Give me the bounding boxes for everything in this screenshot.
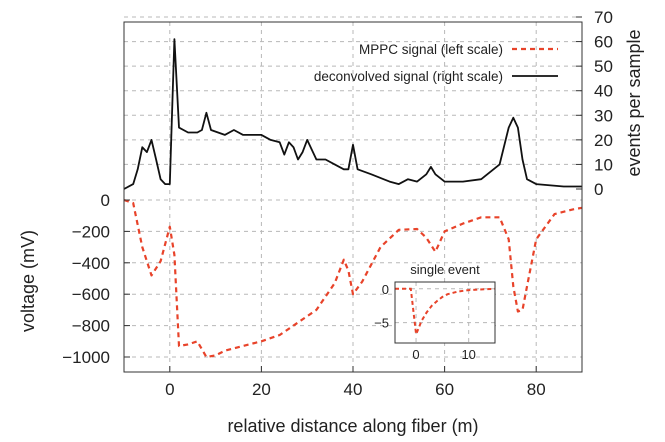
y-tick-label-right: 60 bbox=[594, 33, 613, 52]
inset-title: single event bbox=[410, 262, 480, 277]
y-axis-label-left: voltage (mV) bbox=[18, 230, 38, 332]
inset-y-tick-label: −5 bbox=[374, 316, 389, 331]
x-tick-label: 0 bbox=[165, 380, 174, 399]
y-tick-label-left: −400 bbox=[72, 254, 110, 273]
x-tick-label: 40 bbox=[344, 380, 363, 399]
y-tick-label-right: 50 bbox=[594, 57, 613, 76]
series-line-mppc bbox=[123, 198, 583, 359]
y-tick-label-left: 0 bbox=[101, 191, 110, 210]
y-tick-label-right: 10 bbox=[594, 155, 613, 174]
inset-background bbox=[395, 282, 495, 343]
inset-x-tick-label: 10 bbox=[461, 347, 475, 362]
x-tick-label: 60 bbox=[435, 380, 454, 399]
y-tick-label-right: 20 bbox=[594, 131, 613, 150]
y-tick-label-left: −200 bbox=[72, 222, 110, 241]
y-axis-label-right: events per sample bbox=[624, 29, 644, 176]
series-layer bbox=[123, 38, 583, 359]
legend-label-mppc: MPPC signal (left scale) bbox=[359, 42, 503, 57]
series-line-deconvolved bbox=[123, 38, 582, 190]
inset-frame bbox=[394, 281, 496, 344]
inset-chart: 0 10 0 −5 single event bbox=[374, 262, 496, 362]
inset-series-layer bbox=[395, 287, 496, 339]
legend: MPPC signal (left scale) deconvolved sig… bbox=[314, 42, 558, 84]
x-axis-label: relative distance along fiber (m) bbox=[227, 416, 478, 436]
y-tick-label-right: 0 bbox=[594, 180, 603, 199]
inset-ticks: 0 10 0 −5 bbox=[374, 282, 476, 362]
y-tick-label-left: −1000 bbox=[62, 348, 110, 367]
y-tick-label-left: −600 bbox=[72, 285, 110, 304]
y-tick-label-right: 40 bbox=[594, 82, 613, 101]
y-tick-label-right: 70 bbox=[594, 8, 613, 27]
inset-y-tick-label: 0 bbox=[382, 282, 389, 297]
x-tick-label: 80 bbox=[527, 380, 546, 399]
inset-x-tick-label: 0 bbox=[412, 347, 419, 362]
ticks: 0 20 40 60 80 0 −200 −400 −600 −800 −1000 0 10 20 30 40… bbox=[62, 8, 613, 399]
x-tick-label: 20 bbox=[252, 380, 271, 399]
y-tick-label-right: 30 bbox=[594, 106, 613, 125]
inset-series-line bbox=[395, 287, 496, 339]
legend-label-deconvolved: deconvolved signal (right scale) bbox=[314, 69, 503, 84]
y-tick-label-left: −800 bbox=[72, 317, 110, 336]
